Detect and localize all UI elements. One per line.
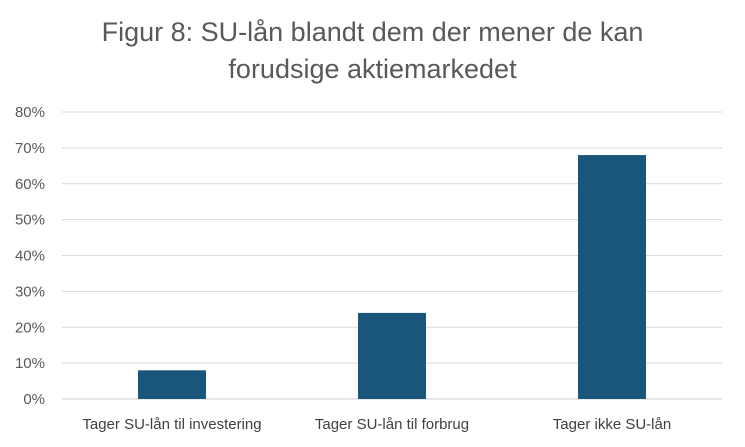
bar [358,312,426,399]
y-tick-label: 50% [15,212,45,229]
y-tick-label: 30% [15,283,45,300]
chart-title-line-1: Figur 8: SU-lån blandt dem der mener de … [101,17,644,47]
x-tick-label: Tager SU-lån til investering [82,416,261,433]
y-tick-label: 10% [15,355,45,372]
x-tick-label: Tager SU-lån til forbrug [315,416,469,433]
x-tick-label: Tager ikke SU-lån [553,416,671,433]
y-tick-label: 20% [15,319,45,336]
bar [578,155,646,399]
y-tick-label: 0% [23,391,45,408]
y-tick-label: 80% [15,104,45,121]
y-tick-label: 40% [15,248,45,265]
chart-title-line-2: forudsige aktiemarkedet [228,54,517,84]
y-tick-label: 60% [15,176,45,193]
y-tick-label: 70% [15,140,45,157]
chart-title: Figur 8: SU-lån blandt dem der mener de … [0,14,745,88]
bar [138,370,206,399]
